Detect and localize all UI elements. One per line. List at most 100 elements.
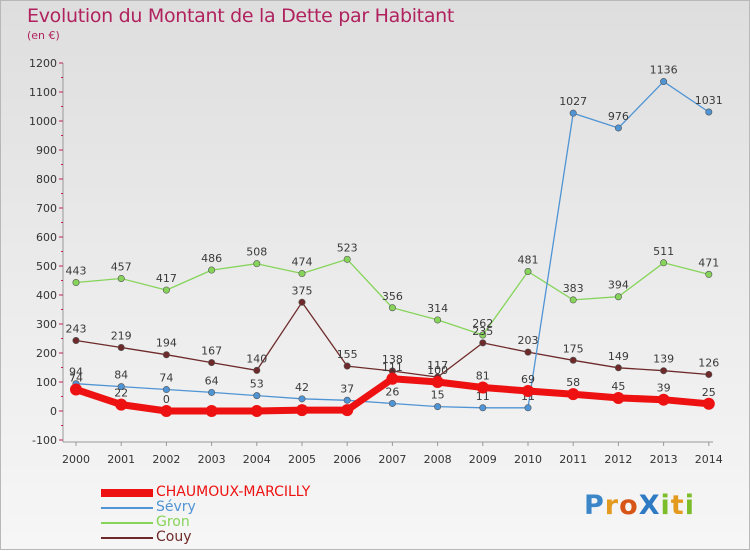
- data-point: [160, 405, 173, 417]
- data-label: 81: [476, 370, 490, 383]
- data-point: [162, 351, 170, 359]
- data-label: 1027: [559, 95, 587, 108]
- data-label: 203: [518, 334, 539, 347]
- data-label: 117: [427, 359, 448, 372]
- data-point: [569, 356, 577, 364]
- data-point: [479, 404, 487, 412]
- legend-label: Gron: [156, 514, 190, 530]
- data-label: 262: [472, 317, 493, 330]
- data-label: 126: [698, 356, 719, 369]
- data-point: [660, 367, 668, 375]
- logo-letter: t: [670, 490, 685, 521]
- logo-letter: P: [584, 490, 605, 521]
- data-point: [72, 279, 80, 287]
- unit-label: (en €): [27, 29, 60, 42]
- y-tick-label: 1100: [29, 86, 57, 99]
- data-label: 1031: [695, 94, 723, 107]
- data-point: [522, 384, 534, 397]
- data-label: 375: [292, 284, 313, 297]
- data-point: [70, 383, 82, 396]
- data-point: [208, 359, 216, 367]
- data-label: 219: [111, 329, 132, 342]
- y-tick-label: 600: [36, 231, 57, 244]
- data-label: 243: [66, 323, 87, 336]
- legend-swatch: [101, 507, 153, 509]
- data-label: 523: [337, 241, 358, 254]
- x-tick-label: 2009: [469, 453, 497, 466]
- data-point: [705, 270, 713, 278]
- data-point: [208, 388, 216, 396]
- data-point: [341, 404, 354, 417]
- legend-swatch: [101, 522, 153, 524]
- x-tick-label: 2013: [650, 453, 678, 466]
- data-label: 22: [114, 387, 128, 400]
- data-label: 74: [159, 372, 173, 385]
- y-tick-label: 300: [36, 318, 57, 331]
- data-point: [253, 366, 261, 374]
- x-tick-label: 2014: [695, 453, 723, 466]
- data-label: 443: [66, 265, 87, 278]
- data-point: [208, 266, 216, 274]
- data-label: 149: [608, 350, 629, 363]
- x-tick-label: 2010: [514, 453, 542, 466]
- y-tick-label: 1000: [29, 115, 57, 128]
- data-label: 58: [566, 376, 580, 389]
- data-point: [250, 405, 263, 417]
- data-label: 74: [69, 372, 83, 385]
- data-point: [705, 370, 713, 378]
- data-point: [434, 403, 442, 411]
- x-tick-label: 2005: [288, 453, 316, 466]
- data-point: [524, 404, 532, 412]
- legend-label: Sévry: [156, 499, 196, 515]
- y-tick-label: 900: [36, 144, 57, 157]
- data-label: 84: [114, 369, 128, 382]
- data-label: 508: [246, 246, 267, 259]
- x-tick-label: 2000: [62, 453, 90, 466]
- y-tick-label: 500: [36, 260, 57, 273]
- data-point: [614, 124, 622, 132]
- data-point: [298, 395, 306, 403]
- logo-letter: i: [684, 490, 695, 521]
- x-tick-label: 2004: [243, 453, 271, 466]
- data-point: [660, 78, 668, 86]
- data-point: [524, 348, 532, 356]
- data-label: 383: [563, 282, 584, 295]
- data-point: [660, 259, 668, 267]
- data-label: 155: [337, 348, 358, 361]
- data-point: [702, 397, 715, 410]
- data-label: 167: [201, 345, 222, 358]
- data-point: [386, 372, 399, 385]
- y-tick-label: 700: [36, 202, 57, 215]
- data-label: 37: [340, 382, 354, 395]
- data-point: [657, 393, 670, 406]
- y-tick-label: 800: [36, 173, 57, 186]
- data-point: [298, 270, 306, 278]
- y-tick-label: 200: [36, 347, 57, 360]
- x-tick-label: 2011: [559, 453, 587, 466]
- y-tick-label: 0: [50, 405, 57, 418]
- data-label: 1136: [650, 64, 678, 77]
- data-label: 175: [563, 342, 584, 355]
- x-tick-label: 2007: [378, 453, 406, 466]
- data-point: [162, 286, 170, 294]
- data-label: 15: [431, 389, 445, 402]
- data-label: 356: [382, 290, 403, 303]
- y-tick-label: 400: [36, 289, 57, 302]
- data-point: [117, 274, 125, 282]
- x-tick-label: 2002: [152, 453, 180, 466]
- data-point: [343, 362, 351, 370]
- data-point: [72, 337, 80, 345]
- data-label: 25: [702, 386, 716, 399]
- data-point: [479, 339, 487, 347]
- legend-swatch: [101, 489, 153, 497]
- data-point: [705, 108, 713, 116]
- data-point: [569, 296, 577, 304]
- x-tick-label: 2006: [333, 453, 361, 466]
- data-label: 140: [246, 352, 267, 365]
- data-label: 45: [611, 380, 625, 393]
- data-label: 417: [156, 272, 177, 285]
- data-point: [567, 388, 580, 401]
- chart-title: Evolution du Montant de la Dette par Hab…: [27, 5, 455, 27]
- data-label: 314: [427, 302, 448, 315]
